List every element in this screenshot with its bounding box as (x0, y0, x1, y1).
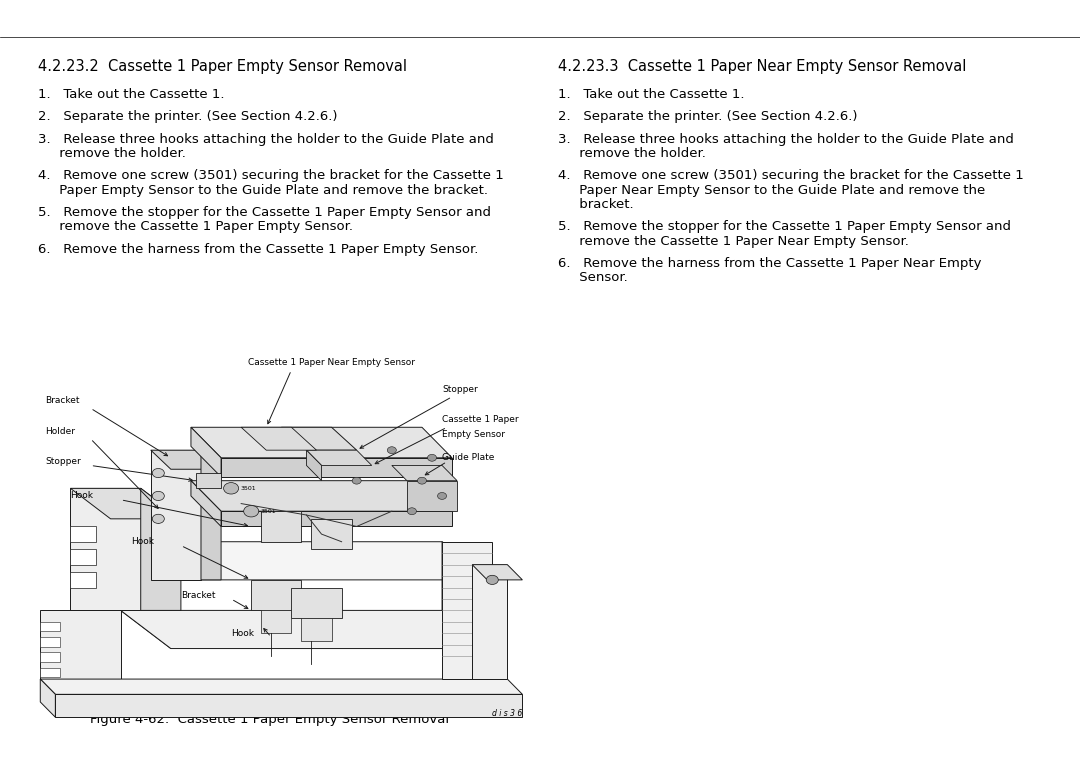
Text: remove the Cassette 1 Paper Near Empty Sensor.: remove the Cassette 1 Paper Near Empty S… (558, 235, 909, 248)
Circle shape (244, 506, 259, 517)
Polygon shape (121, 610, 492, 649)
Circle shape (486, 575, 498, 584)
Polygon shape (70, 572, 95, 588)
Polygon shape (40, 679, 55, 717)
Circle shape (437, 493, 446, 499)
Text: Hook: Hook (70, 491, 93, 501)
Polygon shape (311, 519, 352, 549)
Polygon shape (307, 450, 322, 481)
Polygon shape (221, 511, 453, 526)
Text: Bracket: Bracket (181, 591, 215, 600)
Circle shape (428, 455, 436, 461)
Text: Empty Sensor: Empty Sensor (442, 430, 505, 439)
Text: 2.   Separate the printer. (See Section 4.2.6.): 2. Separate the printer. (See Section 4.… (558, 110, 858, 123)
Text: Figure 4-62.  Cassette 1 Paper Empty Sensor Removal: Figure 4-62. Cassette 1 Paper Empty Sens… (91, 713, 449, 726)
Text: Hook: Hook (231, 629, 254, 638)
Text: 3.   Release three hooks attaching the holder to the Guide Plate and: 3. Release three hooks attaching the hol… (38, 133, 494, 146)
Polygon shape (261, 610, 292, 633)
Circle shape (407, 508, 417, 515)
Text: Cassette 1 Paper Near Empty Sensor: Cassette 1 Paper Near Empty Sensor (248, 358, 415, 367)
Polygon shape (40, 668, 60, 678)
Polygon shape (40, 637, 60, 647)
Polygon shape (191, 481, 453, 511)
Polygon shape (282, 427, 356, 450)
Text: 5.   Remove the stopper for the Cassette 1 Paper Empty Sensor and: 5. Remove the stopper for the Cassette 1… (558, 221, 1011, 233)
Text: Bracket: Bracket (45, 396, 80, 405)
Polygon shape (151, 450, 221, 469)
Text: remove the holder.: remove the holder. (558, 147, 706, 160)
Text: Holder: Holder (45, 427, 76, 436)
Polygon shape (121, 542, 171, 649)
Polygon shape (40, 679, 523, 694)
Polygon shape (307, 450, 372, 465)
Polygon shape (191, 481, 221, 526)
Polygon shape (151, 450, 201, 580)
Text: 6.   Remove the harness from the Cassette 1 Paper Empty Sensor.: 6. Remove the harness from the Cassette … (38, 243, 478, 256)
Text: 3.   Release three hooks attaching the holder to the Guide Plate and: 3. Release three hooks attaching the hol… (558, 133, 1014, 146)
Polygon shape (70, 488, 181, 519)
Text: 4.2.23.2  Cassette 1 Paper Empty Sensor Removal: 4.2.23.2 Cassette 1 Paper Empty Sensor R… (38, 59, 407, 74)
Polygon shape (201, 450, 221, 580)
Polygon shape (195, 473, 221, 488)
Text: Hook: Hook (131, 537, 153, 546)
Text: bracket.: bracket. (558, 198, 634, 211)
Polygon shape (70, 549, 95, 565)
Text: 1.   Take out the Cassette 1.: 1. Take out the Cassette 1. (38, 88, 225, 101)
Circle shape (152, 468, 164, 478)
Text: 5.   Remove the stopper for the Cassette 1 Paper Empty Sensor and: 5. Remove the stopper for the Cassette 1… (38, 206, 491, 219)
Text: 4.2.23.3  Cassette 1 Paper Near Empty Sensor Removal: 4.2.23.3 Cassette 1 Paper Near Empty Sen… (558, 59, 967, 74)
Text: d i s 3 6: d i s 3 6 (492, 709, 523, 718)
Polygon shape (191, 427, 221, 477)
Text: EPSON EPL-N2700: EPSON EPL-N2700 (11, 11, 132, 25)
Polygon shape (191, 427, 453, 458)
Circle shape (152, 514, 164, 523)
Polygon shape (241, 427, 316, 450)
Text: remove the holder.: remove the holder. (38, 147, 186, 160)
Polygon shape (472, 565, 523, 580)
Polygon shape (40, 652, 60, 662)
Polygon shape (221, 458, 453, 477)
Text: 4.   Remove one screw (3501) securing the bracket for the Cassette 1: 4. Remove one screw (3501) securing the … (558, 169, 1024, 182)
Text: Stopper: Stopper (45, 457, 81, 466)
Polygon shape (70, 526, 95, 542)
Polygon shape (70, 488, 140, 610)
Text: 6.   Remove the harness from the Cassette 1 Paper Near Empty: 6. Remove the harness from the Cassette … (558, 257, 982, 270)
Polygon shape (40, 610, 121, 679)
Circle shape (352, 478, 361, 484)
Circle shape (224, 482, 239, 494)
Text: Rev. A: Rev. A (1028, 11, 1069, 25)
Text: 3501: 3501 (240, 486, 256, 491)
Text: 3501: 3501 (260, 509, 275, 513)
Text: 1.   Take out the Cassette 1.: 1. Take out the Cassette 1. (558, 88, 744, 101)
Text: 4.   Remove one screw (3501) securing the bracket for the Cassette 1: 4. Remove one screw (3501) securing the … (38, 169, 503, 182)
Text: Sensor.: Sensor. (558, 272, 627, 285)
Text: Cassette 1 Paper: Cassette 1 Paper (442, 415, 518, 424)
Text: Paper Empty Sensor to the Guide Plate and remove the bracket.: Paper Empty Sensor to the Guide Plate an… (38, 184, 488, 197)
Polygon shape (301, 618, 332, 641)
Polygon shape (140, 488, 181, 610)
Polygon shape (55, 694, 523, 717)
Text: Stopper: Stopper (442, 385, 477, 394)
Circle shape (152, 491, 164, 501)
Text: remove the Cassette 1 Paper Empty Sensor.: remove the Cassette 1 Paper Empty Sensor… (38, 221, 353, 233)
Polygon shape (442, 542, 492, 649)
Polygon shape (392, 465, 457, 481)
Polygon shape (472, 565, 508, 679)
Polygon shape (40, 622, 60, 632)
Polygon shape (252, 580, 301, 610)
Polygon shape (292, 588, 341, 618)
Circle shape (388, 446, 396, 453)
Text: Paper Near Empty Sensor to the Guide Plate and remove the: Paper Near Empty Sensor to the Guide Pla… (558, 184, 985, 197)
Polygon shape (407, 481, 457, 511)
Text: Chapter 4   Disassembly/Assembly: Chapter 4 Disassembly/Assembly (11, 740, 239, 754)
Polygon shape (261, 511, 301, 542)
Text: 126: 126 (1044, 740, 1069, 754)
Text: 2.   Separate the printer. (See Section 4.2.6.): 2. Separate the printer. (See Section 4.… (38, 110, 337, 123)
Text: Guide Plate: Guide Plate (442, 453, 495, 462)
Polygon shape (442, 542, 492, 679)
Polygon shape (121, 542, 492, 580)
Circle shape (418, 478, 427, 484)
